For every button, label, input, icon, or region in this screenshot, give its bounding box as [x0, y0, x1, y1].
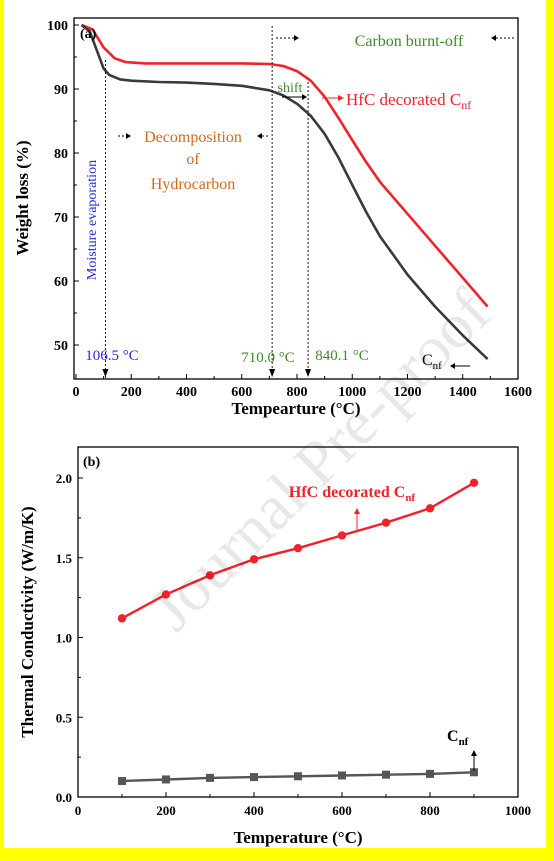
x-tick-label: 600	[231, 385, 252, 400]
y-tick-label: 100	[47, 19, 68, 34]
panel-b-ylabel: Thermal Conductivity (W/m/K)	[18, 506, 37, 737]
panel-a: 0 200 400 600 800 1000 1200 1400 1600 50 60 70 80 90 1…	[13, 17, 532, 418]
series-line-hfc	[81, 23, 489, 308]
series-line-cnf	[80, 23, 489, 361]
arrowhead	[450, 363, 455, 369]
y-tick-label: 1.5	[56, 551, 73, 566]
watermark: Journal Pre-proof	[136, 275, 505, 644]
y-tick-label: 80	[54, 147, 68, 162]
annotation-shift: shift	[278, 81, 303, 96]
data-point	[470, 768, 478, 777]
arrowhead	[126, 133, 131, 139]
panel-a-xlabel: Tempearture (°C)	[231, 399, 360, 418]
x-tick-label: 800	[420, 803, 440, 818]
data-point	[162, 775, 170, 784]
y-tick-label: 0.5	[56, 710, 73, 725]
marker-arrowhead	[269, 369, 276, 377]
panel-a-ylabel: Weight loss (%)	[13, 140, 32, 255]
x-tick-label: 800	[287, 385, 308, 400]
series-label-cnf: Cnf	[447, 728, 469, 748]
series-label-hfc: HfC decorated Cnf	[289, 484, 416, 504]
marker-arrowhead	[305, 369, 312, 377]
x-tick-label: 1000	[505, 803, 531, 818]
y-tick-label: 60	[54, 275, 68, 290]
data-point	[294, 772, 302, 781]
x-tick-label: 1000	[338, 385, 366, 400]
data-point	[118, 777, 126, 786]
series-label-cnf: Cnf	[422, 352, 442, 372]
data-point	[206, 773, 214, 782]
annotation-temp-710: 710.0 °C	[241, 350, 295, 366]
data-point	[381, 518, 391, 527]
x-tick-label: 1600	[504, 385, 532, 400]
y-tick-label: 90	[54, 83, 68, 98]
panel-b-label: (b)	[83, 455, 100, 470]
y-tick-label: 1.0	[56, 631, 72, 646]
panel-b: 0 200 400 600 800 1000 0.0 0.5 1.0 1.5 2.0 HfC dec…	[18, 446, 531, 847]
annotation-temp-106: 106.5 °C	[85, 348, 139, 364]
x-tick-label: 1400	[449, 385, 477, 400]
y-tick-label: 50	[54, 339, 68, 354]
annotation-temp-840: 840.1 °C	[315, 348, 369, 364]
annotation-decomposition: Decomposition	[144, 129, 242, 146]
data-point	[337, 531, 347, 540]
annotation-carbon: Carbon burnt-off	[355, 33, 464, 50]
data-point	[425, 504, 435, 513]
y-tick-label: 2.0	[56, 471, 72, 486]
data-point	[426, 769, 434, 778]
y-tick-label: 0.0	[56, 790, 72, 805]
data-point	[382, 770, 390, 779]
x-tick-label: 400	[244, 803, 264, 818]
highlight-right	[546, 0, 554, 861]
annotation-decomposition: of	[186, 151, 200, 168]
x-tick-label: 200	[156, 803, 176, 818]
arrowhead	[294, 35, 299, 41]
x-tick-label: 400	[176, 385, 197, 400]
highlight-left	[0, 0, 4, 861]
arrowhead	[338, 95, 344, 101]
data-point	[161, 590, 171, 599]
panel-a-frame	[73, 17, 519, 380]
data-point	[293, 543, 303, 553]
data-point	[338, 771, 346, 780]
arrowhead	[257, 133, 262, 139]
highlight-bottom	[0, 848, 554, 861]
x-tick-label: 0	[75, 803, 82, 818]
y-tick-label: 70	[54, 211, 68, 226]
panel-a-label: (a)	[80, 27, 97, 42]
x-tick-label: 600	[332, 803, 352, 818]
arrowhead	[302, 94, 307, 100]
arrowhead	[354, 508, 360, 514]
data-point	[250, 773, 258, 782]
data-point	[469, 478, 479, 487]
x-tick-label: 1200	[394, 385, 422, 400]
series-label-hfc: HfC decorated Cnf	[346, 90, 471, 112]
x-tick-label: 0	[73, 385, 80, 400]
marker-arrowhead	[102, 369, 109, 377]
data-point	[249, 555, 259, 564]
data-point	[117, 614, 127, 623]
annotation-decomposition: Hydrocarbon	[151, 176, 235, 193]
arrowhead	[471, 750, 477, 756]
panel-b-xlabel: Temperature (°C)	[233, 828, 362, 847]
x-tick-label: 200	[121, 385, 142, 400]
arrowhead	[491, 35, 496, 41]
annotation-moisture: Moisture evaporation	[85, 160, 100, 280]
data-point	[205, 571, 215, 580]
